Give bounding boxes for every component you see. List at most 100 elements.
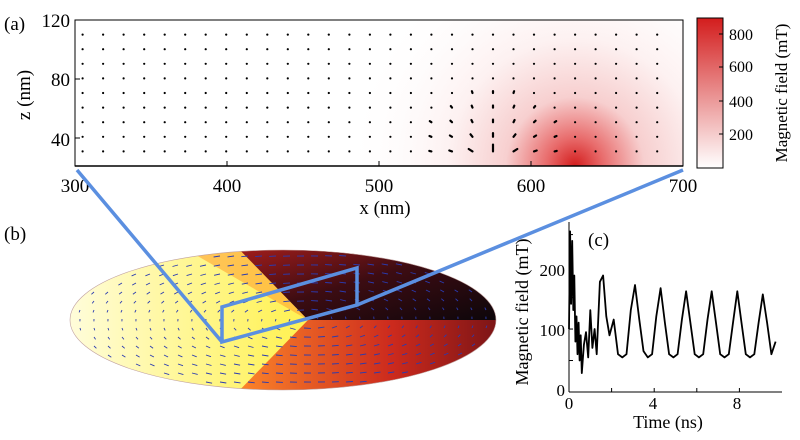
magnetization-arrow	[191, 327, 194, 331]
magnetization-arrow	[202, 300, 207, 304]
magnetization-arrow	[382, 281, 389, 284]
magnetization-arrow	[107, 354, 112, 358]
field-vector	[81, 106, 84, 109]
magnetization-arrow	[219, 354, 226, 358]
magnetization-arrow	[325, 299, 333, 302]
field-vector	[184, 121, 187, 124]
magnetization-arrow	[397, 289, 403, 293]
field-vector	[102, 48, 105, 51]
field-vector	[307, 150, 310, 153]
magnetization-arrow	[187, 291, 193, 295]
magnetization-arrow	[233, 354, 240, 357]
field-vector	[368, 62, 371, 65]
magnetization-arrow	[176, 309, 179, 313]
magnetization-arrow	[231, 309, 235, 313]
field-vector	[81, 135, 84, 138]
magnetization-arrow	[233, 363, 241, 366]
field-vector	[594, 135, 597, 138]
field-vector	[225, 121, 228, 124]
magnetization-arrow	[485, 325, 488, 329]
field-vector	[327, 135, 330, 138]
magnetization-arrow	[399, 307, 403, 311]
field-vector	[470, 90, 474, 95]
field-vector	[348, 91, 351, 95]
magnetization-arrow	[247, 381, 255, 384]
field-vector	[368, 77, 371, 80]
field-vector	[594, 91, 597, 95]
field-vector	[307, 33, 310, 36]
field-vector	[448, 149, 454, 153]
magnetization-arrow	[205, 372, 212, 375]
y-tick-label: 80	[51, 70, 70, 91]
field-vector	[245, 150, 248, 153]
magnetization-arrow	[191, 363, 198, 367]
magnetization-arrow	[241, 282, 249, 285]
colorbar-label: Magnetic field (mT)	[772, 24, 791, 163]
magnetization-arrow	[177, 363, 184, 367]
magnetization-arrow	[269, 300, 277, 303]
field-vector	[615, 91, 618, 95]
magnetization-arrow	[368, 290, 375, 293]
magnetization-arrow	[471, 325, 474, 329]
magnetization-arrow	[339, 290, 347, 293]
field-vector	[225, 91, 228, 95]
field-vector	[389, 150, 392, 153]
field-vector	[594, 121, 597, 124]
series-line-magnetic-field	[568, 230, 777, 374]
magnetization-arrow	[443, 352, 449, 356]
magnetization-arrow	[227, 273, 235, 276]
field-vector	[471, 33, 474, 36]
magnetization-arrow	[121, 345, 125, 349]
magnetization-arrow	[201, 291, 207, 295]
magnetization-arrow	[401, 334, 406, 338]
magnetization-arrow	[213, 255, 221, 258]
field-vector	[635, 62, 638, 65]
field-vector	[163, 135, 166, 138]
magnetization-arrow	[261, 318, 263, 322]
magnetization-arrow	[205, 381, 213, 384]
magnetization-arrow	[331, 344, 339, 347]
field-vector	[470, 118, 474, 124]
field-vector	[491, 33, 495, 36]
magnetization-arrow	[256, 300, 263, 303]
magnetization-arrow	[255, 273, 263, 276]
magnetization-arrow	[412, 298, 417, 302]
colorbar-gradient	[696, 17, 724, 169]
magnetization-arrow	[205, 354, 212, 358]
field-vector	[348, 62, 351, 65]
magnetization-arrow	[457, 325, 460, 329]
field-vector	[532, 48, 536, 51]
field-vector	[245, 91, 248, 95]
field-vector	[266, 106, 269, 109]
zoom-rectangle	[220, 265, 359, 345]
magnetization-arrow	[283, 291, 291, 293]
field-vector	[450, 48, 454, 51]
field-vector	[656, 62, 659, 65]
field-vector	[163, 48, 166, 51]
magnetization-arrow	[381, 263, 389, 266]
magnetization-arrow	[413, 307, 417, 311]
field-vector	[532, 104, 537, 109]
magnetization-arrow	[219, 381, 227, 384]
magnetization-arrow	[367, 281, 375, 284]
field-vector	[449, 104, 454, 109]
magnetization-arrow	[149, 354, 155, 358]
field-vector	[225, 77, 228, 80]
magnetization-arrow	[387, 343, 394, 347]
magnetization-arrow	[440, 289, 445, 293]
magnetization-arrow	[330, 316, 333, 320]
field-vector	[553, 48, 556, 51]
magnetization-arrow	[441, 298, 445, 302]
field-vector	[348, 106, 351, 109]
field-vector	[491, 62, 495, 65]
vector-field	[81, 33, 659, 153]
zoom-line-left	[75, 168, 224, 344]
field-vector	[471, 77, 474, 80]
field-vector	[512, 48, 515, 51]
magnetization-arrow	[163, 336, 167, 340]
colorbar-tick-label: 600	[729, 59, 753, 76]
magnetization-arrow	[456, 307, 459, 311]
magnetization-arrow	[149, 336, 153, 340]
field-vector	[512, 77, 515, 80]
field-vector	[574, 106, 577, 109]
